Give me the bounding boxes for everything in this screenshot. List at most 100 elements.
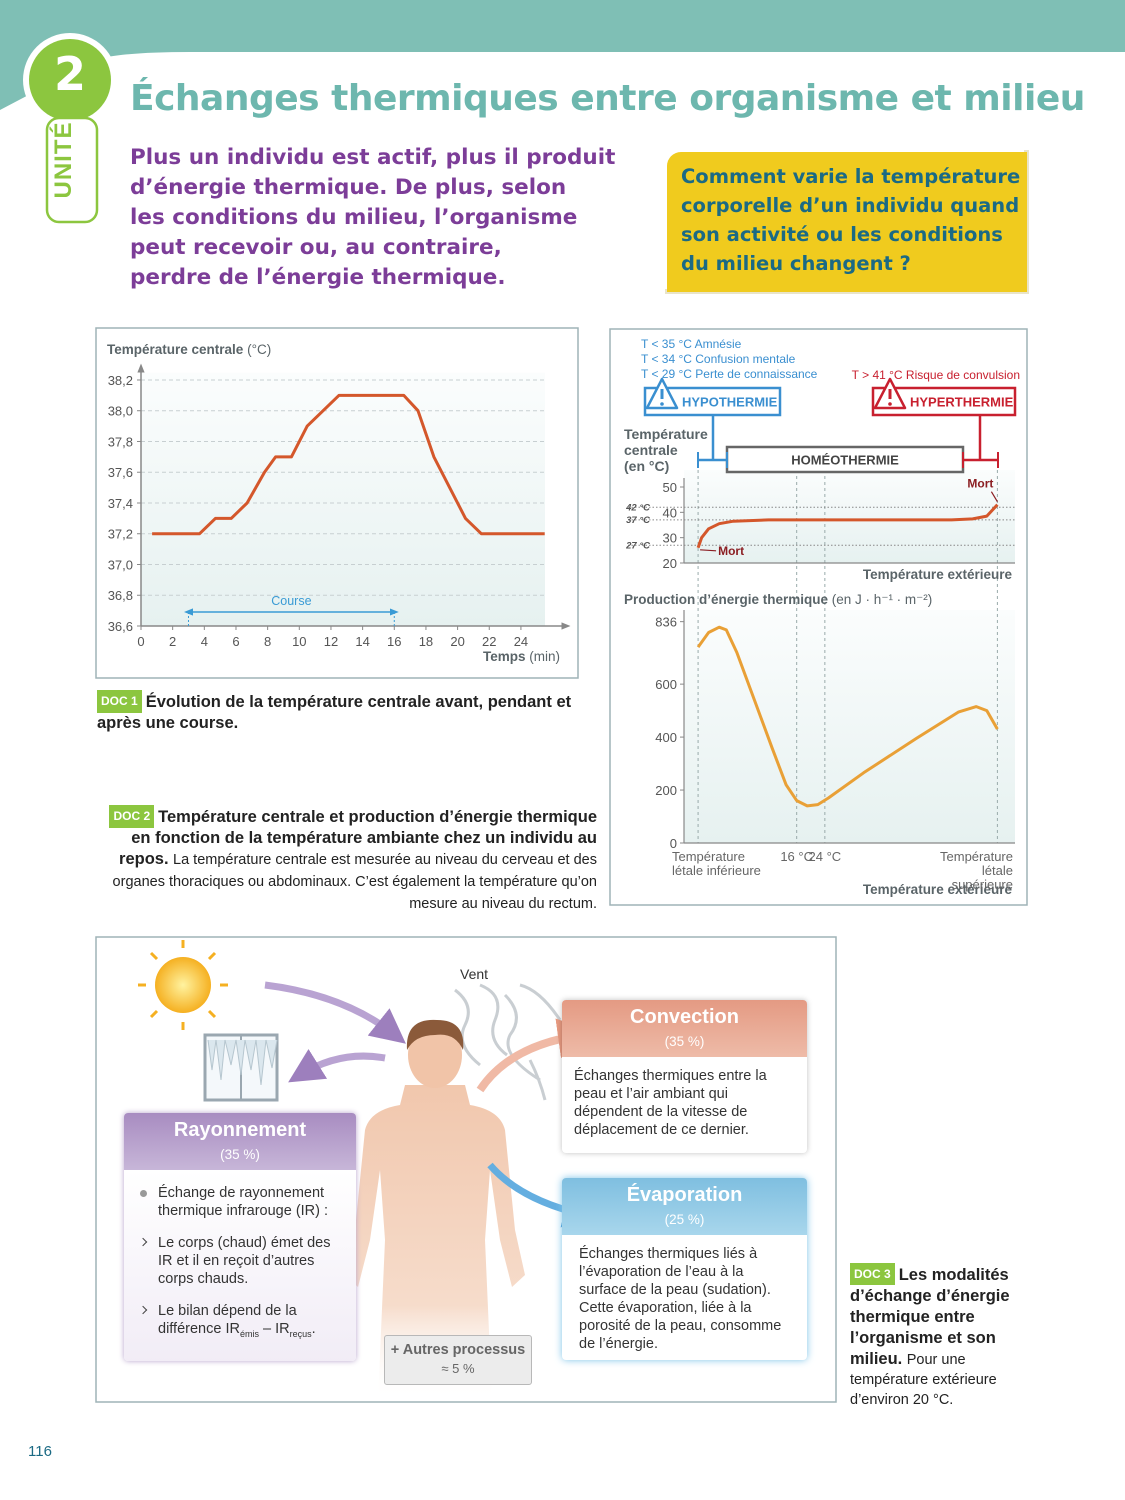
evaporation-box: Évaporation (25 %) Échanges thermiques li…: [562, 1178, 807, 1360]
box-percent: (35 %): [664, 1034, 705, 1049]
box-percent: (35 %): [220, 1147, 260, 1162]
annotation: Course: [271, 594, 311, 608]
question-line: Comment varie la température: [681, 165, 1021, 188]
head: [408, 1022, 462, 1088]
icicles: [207, 1039, 278, 1086]
x-tick-label: 24 °C: [808, 849, 842, 864]
subscript: reçus: [289, 1328, 312, 1339]
box-body: Échange de rayonnement thermique infraro…: [124, 1170, 356, 1361]
caption-text: La température centrale est mesurée au n…: [112, 852, 597, 912]
state-note: T < 34 °C Confusion mentale: [641, 352, 796, 366]
box-text: Échanges thermiques liés à l’évaporation…: [579, 1246, 782, 1352]
x-tick-label: 12: [324, 634, 338, 649]
box-header: Convection (35 %): [562, 1000, 807, 1057]
state-note: T < 29 °C Perte de connaissance: [641, 367, 818, 381]
x-tick-label: 6: [232, 634, 239, 649]
state-label: HYPERTHERMIE: [910, 395, 1014, 410]
x-tick-label: Température létale supérieure: [940, 849, 1013, 892]
doc-tag: DOC 1: [97, 690, 142, 713]
caption-text: Pour une température extérieure d’enviro…: [850, 1352, 997, 1408]
intro: Plus un individu est actif, plus il prod…: [130, 143, 615, 293]
data-line: [152, 393, 545, 536]
state-note: T < 35 °C Amnésie: [641, 337, 742, 351]
text: Le bilan dépend de la différence IR: [158, 1303, 297, 1337]
rayonnement-box: Rayonnement (35 %) Échange de rayonnement…: [124, 1113, 356, 1361]
annotation: Mort: [967, 477, 993, 491]
subscript: émis: [239, 1328, 259, 1339]
y-unit: (en J · h⁻¹ · m⁻²): [831, 592, 933, 607]
x-tick-label: 0: [137, 634, 144, 649]
question-box: Comment varie la température corporelle d…: [667, 152, 1027, 292]
y-tick-label: 50: [663, 480, 677, 495]
doc2-frame: [609, 328, 1028, 906]
reference-label: 37 °C: [626, 515, 650, 526]
y-tick-label: 30: [663, 531, 677, 546]
y-tick-label: 20: [663, 556, 677, 571]
box-text: Échanges thermiques entre la peau et l’a…: [574, 1068, 767, 1138]
y-label-line: Température: [624, 426, 708, 442]
y-unit: (°C): [247, 342, 272, 357]
doc1-frame: [95, 327, 579, 679]
question-line: du milieu changent ?: [681, 252, 911, 275]
caption-title: Température centrale et production d’éne…: [119, 808, 597, 868]
y-tick-label: 38,0: [108, 404, 133, 419]
intro-line: les conditions du milieu, l’organisme: [130, 205, 578, 230]
x-tick-label: 14: [355, 634, 369, 649]
state-note: T > 41 °C Risque de convulsion: [852, 368, 1020, 382]
state-box: [725, 445, 965, 474]
box-title: Évaporation: [626, 1184, 743, 1206]
box-percent: ≈ 5 %: [441, 1361, 475, 1376]
y-tick-label: 37,4: [108, 496, 133, 511]
reference-label: 27 °C: [625, 540, 650, 551]
data-line: [696, 625, 999, 808]
box-header: Rayonnement (35 %): [124, 1113, 356, 1170]
plot-background: [684, 610, 1015, 843]
list-item: Échange de rayonnement thermique infraro…: [138, 1184, 346, 1220]
y-label: Température centrale: [107, 342, 244, 357]
question-line: son activité ou les conditions: [681, 223, 1003, 246]
data-line: [696, 503, 999, 549]
intro-line: peut recevoir ou, au contraire,: [130, 235, 502, 260]
box-title: + Autres processus: [390, 1342, 526, 1358]
x-tick-label: Température létale inférieure: [672, 849, 761, 878]
list-item: Le bilan dépend de la différence IRémis …: [138, 1302, 346, 1343]
header-band: [0, 0, 1125, 110]
radiation-arrow-out: [288, 1049, 386, 1083]
x-tick-label: 18: [419, 634, 433, 649]
y-tick-label: 200: [655, 783, 677, 798]
state-label: HOMÉOTHERMIE: [791, 453, 899, 468]
x-tick-label: 4: [201, 634, 208, 649]
sun-rays: [138, 940, 228, 1030]
unit-label: UNITÉ: [50, 121, 77, 199]
intro-line: Plus un individu est actif, plus il prod…: [130, 145, 616, 170]
doc2-top-y-label: Température centrale (en °C): [624, 426, 708, 474]
list-item: Le corps (chaud) émet des IR et il en re…: [138, 1234, 346, 1288]
doc1-y-label: Température centrale (°C): [107, 342, 271, 357]
doc3-caption: DOC 3 Les modalités d’échange d’énergie t…: [850, 1263, 1040, 1410]
unit-label-box: [45, 116, 99, 224]
unit-circle: [29, 39, 111, 121]
doc2-top-x-label: Température extérieure: [862, 567, 1012, 582]
body: [345, 1085, 525, 1400]
box-title: Rayonnement: [173, 1119, 307, 1141]
y-tick-label: 0: [670, 836, 677, 851]
intro-line: perdre de l’énergie thermique.: [130, 265, 506, 290]
question-line: corporelle d’un individu quand: [681, 194, 1020, 217]
intro-line: d’énergie thermique. De plus, selon: [130, 175, 567, 200]
doc3-illustration: [138, 940, 599, 1400]
x-tick-label: 10: [292, 634, 306, 649]
doc3-frame: [95, 936, 837, 1403]
state-label: HYPOTHERMIE: [682, 395, 778, 410]
annotation-arrow: [990, 491, 998, 503]
unit-number: 2: [53, 47, 86, 101]
x-tick-label: 20: [450, 634, 464, 649]
doc2-caption: DOC 2 Température centrale et production …: [100, 805, 597, 915]
y-label: Production d’énergie thermique: [624, 592, 829, 607]
y-tick-label: 38,2: [108, 373, 133, 388]
wind-label: Vent: [460, 966, 489, 982]
annotation: Mort: [718, 544, 744, 558]
page-title: Échanges thermiques entre organisme et m…: [130, 78, 1085, 119]
x-tick-label: 2: [169, 634, 176, 649]
